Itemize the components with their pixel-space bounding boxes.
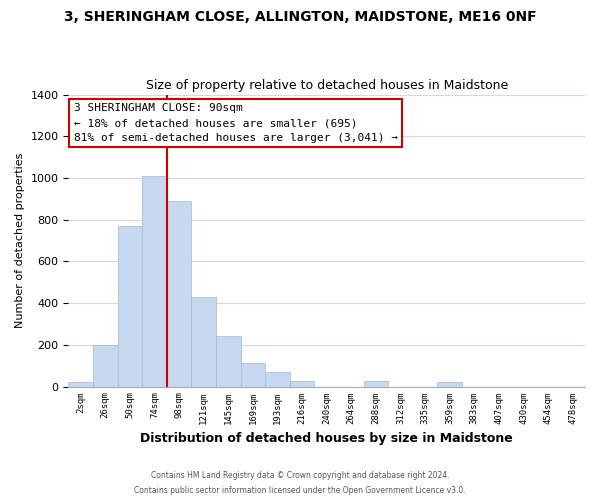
Bar: [437, 382, 462, 386]
Bar: [167, 201, 191, 386]
Title: Size of property relative to detached houses in Maidstone: Size of property relative to detached ho…: [146, 79, 508, 92]
Bar: [68, 382, 93, 386]
Bar: [142, 176, 167, 386]
Text: 3, SHERINGHAM CLOSE, ALLINGTON, MAIDSTONE, ME16 0NF: 3, SHERINGHAM CLOSE, ALLINGTON, MAIDSTON…: [64, 10, 536, 24]
Text: 3 SHERINGHAM CLOSE: 90sqm
← 18% of detached houses are smaller (695)
81% of semi: 3 SHERINGHAM CLOSE: 90sqm ← 18% of detac…: [74, 104, 398, 143]
Bar: [290, 382, 314, 386]
Bar: [93, 345, 118, 387]
Bar: [118, 226, 142, 386]
X-axis label: Distribution of detached houses by size in Maidstone: Distribution of detached houses by size …: [140, 432, 513, 445]
Bar: [216, 336, 241, 386]
Text: Contains public sector information licensed under the Open Government Licence v3: Contains public sector information licen…: [134, 486, 466, 495]
Y-axis label: Number of detached properties: Number of detached properties: [15, 153, 25, 328]
Bar: [241, 362, 265, 386]
Bar: [265, 372, 290, 386]
Bar: [191, 297, 216, 386]
Text: Contains HM Land Registry data © Crown copyright and database right 2024.: Contains HM Land Registry data © Crown c…: [151, 471, 449, 480]
Bar: [364, 382, 388, 386]
